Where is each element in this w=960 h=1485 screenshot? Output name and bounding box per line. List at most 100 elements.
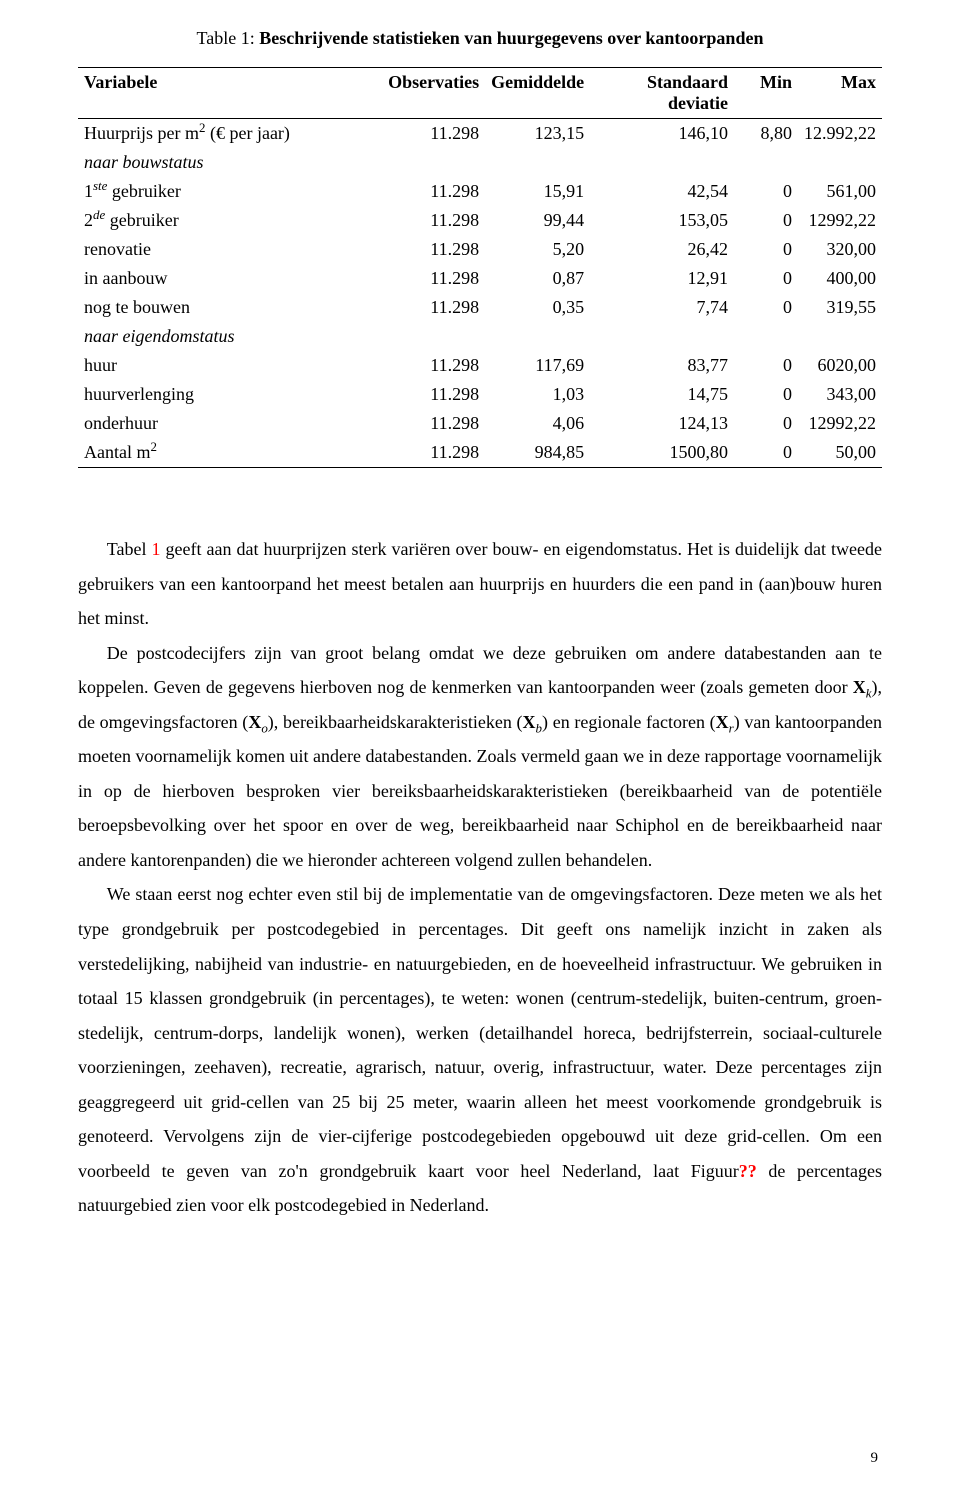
table-row: huurverlenging11.2981,0314,750343,00 <box>78 380 882 409</box>
cell-mean: 1,03 <box>485 380 590 409</box>
cell-variable: 1ste gebruiker <box>78 177 381 206</box>
table-row: renovatie11.2985,2026,420320,00 <box>78 235 882 264</box>
cell-variable: Aantal m2 <box>78 438 381 468</box>
cell-sd: 14,75 <box>590 380 734 409</box>
cell-sd: 124,13 <box>590 409 734 438</box>
cell-sd: 42,54 <box>590 177 734 206</box>
cell-obs: 11.298 <box>381 235 485 264</box>
table-row: 1ste gebruiker11.29815,9142,540561,00 <box>78 177 882 206</box>
cell-max: 12.992,22 <box>798 119 882 149</box>
p1-text-b: geeft aan dat huurprijzen sterk variëren… <box>78 539 882 628</box>
cell-max <box>798 148 882 177</box>
cell-sd: 146,10 <box>590 119 734 149</box>
cell-max: 561,00 <box>798 177 882 206</box>
cell-sd: 153,05 <box>590 206 734 235</box>
cell-obs: 11.298 <box>381 351 485 380</box>
cell-min: 0 <box>734 351 798 380</box>
cell-sd: 1500,80 <box>590 438 734 468</box>
cell-min: 0 <box>734 380 798 409</box>
table-row: nog te bouwen11.2980,357,740319,55 <box>78 293 882 322</box>
table-row: Huurprijs per m2 (€ per jaar)11.298123,1… <box>78 119 882 149</box>
cell-max: 319,55 <box>798 293 882 322</box>
cell-variable: naar bouwstatus <box>78 148 381 177</box>
p2-text-a: De postcodecijfers zijn van groot belang… <box>78 643 882 698</box>
figure-ref-missing[interactable]: ?? <box>739 1161 757 1181</box>
page-number: 9 <box>871 1450 879 1467</box>
cell-sd: 7,74 <box>590 293 734 322</box>
cell-max: 343,00 <box>798 380 882 409</box>
cell-mean: 117,69 <box>485 351 590 380</box>
cell-mean <box>485 148 590 177</box>
cell-min: 8,80 <box>734 119 798 149</box>
cell-variable: in aanbouw <box>78 264 381 293</box>
cell-sd <box>590 322 734 351</box>
cell-min <box>734 322 798 351</box>
cell-min: 0 <box>734 293 798 322</box>
cell-max: 320,00 <box>798 235 882 264</box>
cell-sd: 26,42 <box>590 235 734 264</box>
table-row: onderhuur11.2984,06124,13012992,22 <box>78 409 882 438</box>
p1-text-a: Tabel <box>107 539 152 559</box>
cell-min: 0 <box>734 264 798 293</box>
body-text: Tabel 1 geeft aan dat huurprijzen sterk … <box>78 532 882 1223</box>
cell-max <box>798 322 882 351</box>
cell-max: 50,00 <box>798 438 882 468</box>
cell-min: 0 <box>734 206 798 235</box>
cell-variable: naar eigendomstatus <box>78 322 381 351</box>
cell-obs <box>381 148 485 177</box>
cell-mean: 0,87 <box>485 264 590 293</box>
cell-mean: 984,85 <box>485 438 590 468</box>
symbol-Xo: X <box>248 712 261 732</box>
th-mean: Gemiddelde <box>485 68 590 119</box>
cell-min: 0 <box>734 177 798 206</box>
cell-variable: huurverlenging <box>78 380 381 409</box>
table-row: huur11.298117,6983,7706020,00 <box>78 351 882 380</box>
cell-obs: 11.298 <box>381 380 485 409</box>
cell-mean <box>485 322 590 351</box>
table-row: naar eigendomstatus <box>78 322 882 351</box>
th-observations: Observaties <box>381 68 485 119</box>
p3-text-a: We staan eerst nog echter even stil bij … <box>78 884 882 1180</box>
cell-min: 0 <box>734 235 798 264</box>
cell-variable: Huurprijs per m2 (€ per jaar) <box>78 119 381 149</box>
cell-variable: huur <box>78 351 381 380</box>
cell-max: 12992,22 <box>798 409 882 438</box>
stats-table: Variabele Observaties Gemiddelde Standaa… <box>78 67 882 468</box>
cell-obs: 11.298 <box>381 119 485 149</box>
cell-obs: 11.298 <box>381 409 485 438</box>
cell-obs: 11.298 <box>381 438 485 468</box>
th-stddev: Standaard deviatie <box>590 68 734 119</box>
table-row: naar bouwstatus <box>78 148 882 177</box>
paragraph-2: De postcodecijfers zijn van groot belang… <box>78 636 882 878</box>
cell-mean: 123,15 <box>485 119 590 149</box>
cell-sd: 83,77 <box>590 351 734 380</box>
cell-min: 0 <box>734 409 798 438</box>
symbol-Xr: X <box>716 712 729 732</box>
cell-variable: onderhuur <box>78 409 381 438</box>
cell-max: 6020,00 <box>798 351 882 380</box>
th-variable: Variabele <box>78 68 381 119</box>
table-ref-link[interactable]: 1 <box>152 539 161 559</box>
table-caption: Table 1: Beschrijvende statistieken van … <box>78 28 882 49</box>
table-row: Aantal m211.298984,851500,80050,00 <box>78 438 882 468</box>
cell-obs: 11.298 <box>381 206 485 235</box>
cell-mean: 99,44 <box>485 206 590 235</box>
cell-obs: 11.298 <box>381 293 485 322</box>
paragraph-3: We staan eerst nog echter even stil bij … <box>78 877 882 1222</box>
cell-obs: 11.298 <box>381 264 485 293</box>
th-max: Max <box>798 68 882 119</box>
cell-max: 400,00 <box>798 264 882 293</box>
cell-mean: 15,91 <box>485 177 590 206</box>
p2-text-d: ) en regionale factoren ( <box>542 712 716 732</box>
cell-variable: nog te bouwen <box>78 293 381 322</box>
table-label: Table 1: <box>197 28 260 48</box>
cell-sd: 12,91 <box>590 264 734 293</box>
p2-text-c: ), bereikbaarheidskarakteristieken ( <box>268 712 523 732</box>
cell-mean: 4,06 <box>485 409 590 438</box>
cell-sd <box>590 148 734 177</box>
cell-variable: renovatie <box>78 235 381 264</box>
cell-min: 0 <box>734 438 798 468</box>
symbol-Xb: X <box>523 712 536 732</box>
cell-variable: 2de gebruiker <box>78 206 381 235</box>
cell-max: 12992,22 <box>798 206 882 235</box>
